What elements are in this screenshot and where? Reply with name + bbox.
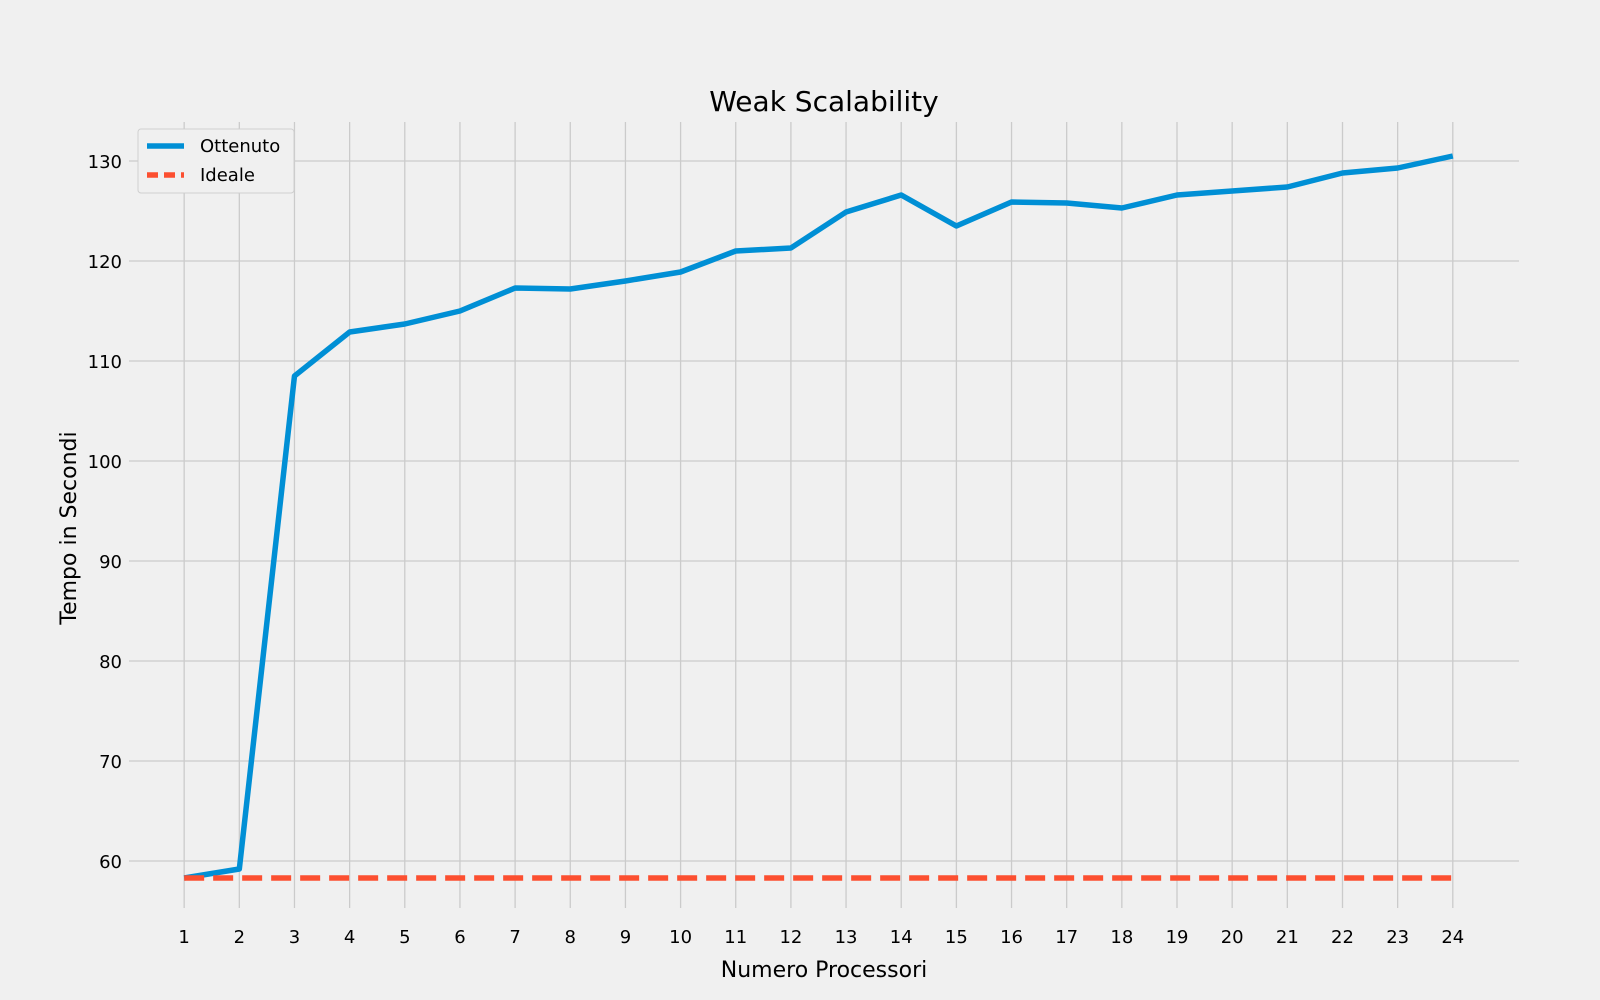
x-tick-label: 4 [344, 927, 355, 948]
x-tick-label: 9 [620, 927, 631, 948]
y-tick-label: 100 [88, 452, 122, 473]
y-tick-label: 60 [99, 852, 122, 873]
x-tick-label: 14 [890, 927, 913, 948]
x-tick-label: 6 [454, 927, 465, 948]
x-tick-label: 24 [1441, 927, 1464, 948]
x-axis-label: Numero Processori [721, 958, 927, 983]
legend-label-ottenuto: Ottenuto [200, 136, 280, 157]
x-tick-label: 11 [724, 927, 747, 948]
legend-label-ideale: Ideale [200, 165, 255, 186]
x-tick-label: 8 [565, 927, 576, 948]
series-line-ottenuto [183, 153, 1454, 881]
x-tick-label: 16 [1000, 927, 1023, 948]
chart-title: Weak Scalability [709, 85, 938, 118]
legend: Ottenuto Ideale [137, 128, 295, 194]
x-tick-label: 20 [1221, 927, 1244, 948]
x-tick-label: 19 [1166, 927, 1189, 948]
grid [129, 122, 1519, 908]
tick-labels: 1 2 3 4 5 6 7 8 9 10 11 12 13 14 15 16 17 18 19 20 21 22 23 246… [88, 152, 1465, 948]
x-tick-label: 17 [1055, 927, 1078, 948]
series [183, 153, 1454, 881]
y-tick-label: 130 [88, 152, 122, 173]
x-tick-label: 5 [399, 927, 410, 948]
y-axis-label: Tempo in Secondi [57, 431, 82, 625]
x-tick-label: 10 [669, 927, 692, 948]
x-tick-label: 22 [1331, 927, 1354, 948]
x-tick-label: 3 [289, 927, 300, 948]
x-tick-label: 18 [1110, 927, 1133, 948]
y-tick-label: 110 [88, 352, 122, 373]
y-tick-label: 70 [99, 752, 122, 773]
y-tick-label: 90 [99, 552, 122, 573]
y-tick-label: 80 [99, 652, 122, 673]
x-tick-label: 12 [779, 927, 802, 948]
x-tick-label: 23 [1386, 927, 1409, 948]
x-tick-label: 13 [835, 927, 858, 948]
x-tick-label: 7 [509, 927, 520, 948]
x-tick-label: 21 [1276, 927, 1299, 948]
x-tick-label: 2 [234, 927, 245, 948]
y-tick-label: 120 [88, 252, 122, 273]
x-tick-label: 1 [178, 927, 189, 948]
x-tick-label: 15 [945, 927, 968, 948]
